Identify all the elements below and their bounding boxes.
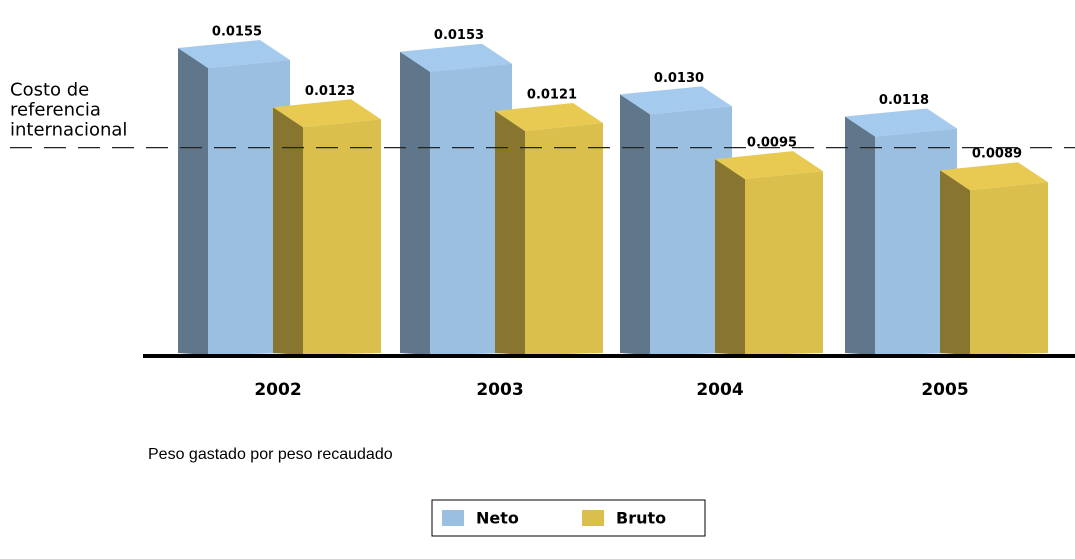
bar-front [208,60,290,356]
x-tick-label: 2005 [921,380,968,400]
value-label: 0.0118 [879,93,929,108]
bar-front [303,119,381,355]
bar-top [940,162,1048,191]
bar-front [970,182,1048,355]
bar-front [525,122,603,355]
bar-side [715,159,745,355]
bar-front [875,128,957,355]
bar [273,99,381,355]
bar-top [845,108,957,137]
legend-swatch [582,510,604,526]
value-label: 0.0153 [434,28,484,43]
bar [715,151,823,355]
chart-subtitle: Peso gastado por peso recaudado [148,446,393,463]
bar-side [845,116,875,355]
value-label: 0.0121 [527,87,577,102]
legend-swatch [442,510,464,526]
bar [620,86,732,356]
bar [845,108,957,355]
reference-label: internacional [10,120,127,141]
bar [495,102,603,355]
bar [400,43,512,355]
bar-front [430,63,512,355]
value-label: 0.0155 [212,25,262,40]
bar-top [178,40,290,69]
x-tick-label: 2002 [254,380,301,400]
x-tick-label: 2004 [696,380,743,400]
bar-top [620,86,732,115]
bar-side [400,51,430,355]
value-label: 0.0089 [972,147,1022,162]
bar-side [940,170,970,355]
bar-top [400,43,512,72]
bar-side [273,107,303,355]
legend-box [431,499,706,537]
bar-front [650,106,732,355]
value-label: 0.0095 [747,136,797,151]
bar-side [178,48,208,356]
reference-label: Costo de [10,80,89,101]
reference-label: referencia [10,100,101,121]
bar-side [495,110,525,355]
bar [940,162,1048,355]
legend-label: Neto [476,509,519,528]
x-tick-label: 2003 [476,380,523,400]
bar-top [273,99,381,128]
legend-label: Bruto [616,509,666,528]
bar-top [715,151,823,180]
bar-front [745,171,823,355]
value-label: 0.0123 [305,84,355,99]
bar-top [495,102,603,131]
value-label: 0.0130 [654,71,704,86]
bar-side [620,94,650,356]
bar [178,40,290,356]
